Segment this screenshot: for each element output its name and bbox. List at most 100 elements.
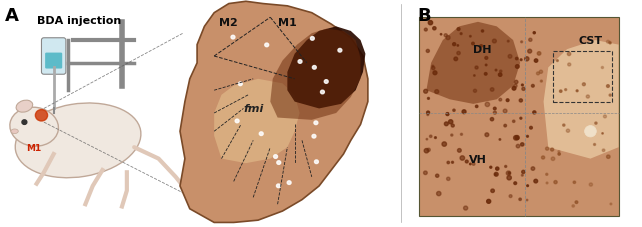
Circle shape: [554, 181, 557, 184]
Circle shape: [551, 157, 555, 161]
Polygon shape: [180, 2, 368, 222]
Circle shape: [457, 28, 460, 31]
Circle shape: [566, 129, 569, 133]
Circle shape: [495, 70, 497, 72]
Circle shape: [499, 139, 501, 141]
Circle shape: [447, 162, 449, 164]
Circle shape: [429, 136, 432, 138]
Circle shape: [465, 160, 468, 163]
Circle shape: [558, 151, 560, 153]
Circle shape: [435, 174, 439, 178]
Circle shape: [516, 145, 520, 148]
Circle shape: [460, 156, 465, 160]
Circle shape: [490, 166, 492, 168]
Circle shape: [447, 177, 450, 181]
Circle shape: [427, 112, 429, 114]
Circle shape: [534, 180, 537, 183]
Circle shape: [482, 31, 483, 33]
Circle shape: [558, 153, 560, 155]
Circle shape: [453, 44, 456, 47]
Circle shape: [527, 185, 528, 187]
Circle shape: [424, 90, 428, 94]
Text: M2: M2: [220, 18, 238, 28]
Circle shape: [472, 43, 474, 46]
Circle shape: [277, 184, 281, 188]
Circle shape: [508, 55, 512, 59]
Circle shape: [610, 203, 612, 205]
Circle shape: [491, 189, 494, 193]
Text: BDA injection: BDA injection: [37, 16, 121, 26]
Circle shape: [484, 73, 487, 76]
Circle shape: [473, 90, 476, 93]
Circle shape: [485, 65, 487, 67]
Circle shape: [473, 163, 475, 165]
Circle shape: [609, 43, 611, 45]
Circle shape: [526, 200, 528, 201]
Circle shape: [426, 50, 429, 53]
Circle shape: [298, 60, 302, 64]
Circle shape: [609, 95, 611, 97]
Circle shape: [505, 166, 507, 168]
Circle shape: [449, 120, 453, 124]
Circle shape: [428, 22, 433, 26]
Circle shape: [506, 99, 509, 102]
Circle shape: [607, 155, 610, 159]
Circle shape: [315, 160, 318, 164]
FancyBboxPatch shape: [45, 53, 62, 69]
Text: DH: DH: [473, 45, 492, 55]
Text: M1: M1: [278, 18, 297, 28]
Circle shape: [457, 52, 460, 55]
Circle shape: [585, 126, 596, 137]
Circle shape: [435, 90, 438, 94]
Circle shape: [238, 83, 242, 86]
Circle shape: [528, 50, 532, 54]
Polygon shape: [544, 41, 619, 159]
Circle shape: [476, 106, 478, 108]
Circle shape: [531, 167, 535, 170]
Circle shape: [494, 173, 498, 176]
Circle shape: [451, 162, 453, 163]
Circle shape: [499, 71, 502, 73]
Circle shape: [515, 136, 519, 140]
Circle shape: [431, 67, 435, 70]
Circle shape: [516, 58, 518, 60]
Circle shape: [457, 46, 458, 47]
Circle shape: [607, 85, 609, 88]
Circle shape: [514, 81, 518, 84]
Circle shape: [485, 103, 490, 107]
Circle shape: [446, 113, 449, 116]
Circle shape: [464, 206, 468, 210]
Circle shape: [490, 88, 494, 92]
Circle shape: [287, 181, 291, 185]
Circle shape: [338, 49, 342, 53]
Circle shape: [433, 72, 437, 75]
Circle shape: [277, 161, 281, 165]
Circle shape: [522, 88, 525, 91]
Bar: [553, 52, 612, 102]
Circle shape: [426, 139, 428, 140]
Circle shape: [424, 29, 428, 32]
Circle shape: [525, 57, 529, 62]
Circle shape: [602, 67, 603, 69]
Circle shape: [521, 143, 524, 146]
Circle shape: [532, 85, 534, 88]
Circle shape: [521, 175, 523, 176]
Circle shape: [424, 171, 427, 175]
Circle shape: [521, 42, 523, 44]
Circle shape: [512, 87, 516, 91]
Text: VH: VH: [469, 154, 487, 164]
Circle shape: [444, 122, 448, 126]
Circle shape: [602, 133, 603, 134]
Circle shape: [572, 205, 575, 207]
Polygon shape: [419, 18, 619, 216]
Polygon shape: [270, 30, 361, 120]
Text: B: B: [417, 7, 431, 25]
Circle shape: [575, 201, 578, 204]
Circle shape: [607, 41, 609, 44]
Circle shape: [507, 41, 509, 43]
Circle shape: [480, 45, 483, 48]
Circle shape: [235, 120, 239, 123]
Circle shape: [509, 195, 512, 198]
Circle shape: [560, 91, 562, 93]
Circle shape: [314, 121, 318, 125]
